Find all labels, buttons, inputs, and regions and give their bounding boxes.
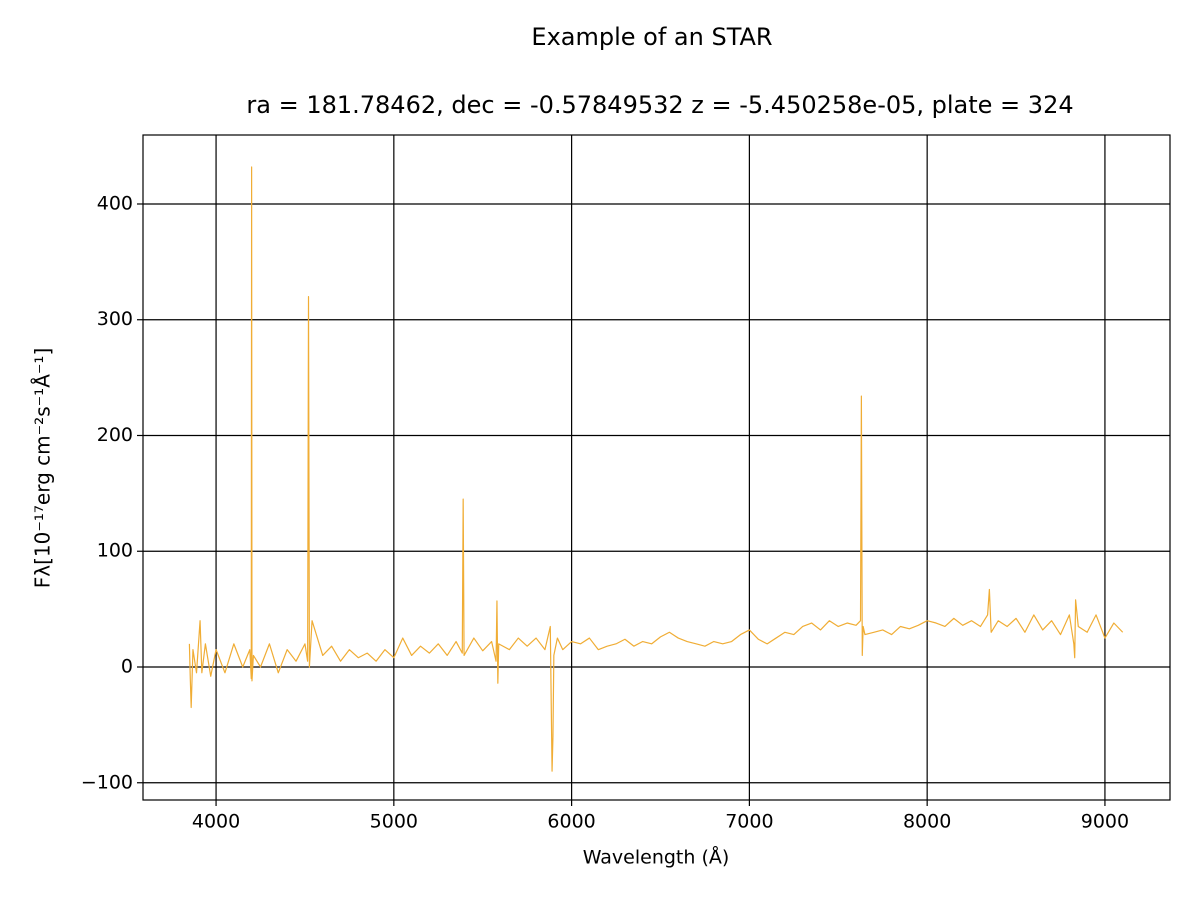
y-tick-label: 300 [97,308,133,330]
chart-title: Example of an STAR [531,23,772,51]
y-tick-label: 200 [97,424,133,446]
y-axis-label: Fλ[10⁻¹⁷erg cm⁻²s⁻¹Å⁻¹] [31,348,55,589]
x-tick-label: 6000 [547,811,595,833]
y-tick-label: 400 [97,192,133,214]
x-tick-label: 4000 [192,811,240,833]
spectrum-line [188,166,1124,772]
y-tick-label: 0 [121,656,133,678]
x-tick-label: 5000 [370,811,418,833]
x-tick-label: 7000 [725,811,773,833]
x-tick-label: 9000 [1081,811,1129,833]
chart-subtitle: ra = 181.78462, dec = -0.57849532 z = -5… [246,91,1073,119]
y-tick-label: 100 [97,540,133,562]
y-tick-label: −100 [81,771,133,793]
plot-frame [142,134,1171,801]
x-tick-label: 8000 [903,811,951,833]
x-axis-label: Wavelength (Å) [583,846,730,869]
